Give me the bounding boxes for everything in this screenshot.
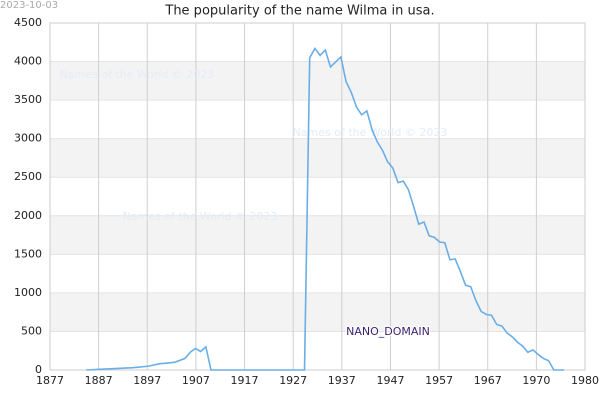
x-tick-label: 1947 <box>376 374 404 387</box>
x-tick-label: 1917 <box>231 374 259 387</box>
y-tick-label: 0 <box>35 363 42 376</box>
y-tick-label: 3500 <box>14 93 42 106</box>
x-tick-label: 1980 <box>571 374 599 387</box>
chart-title: The popularity of the name Wilma in usa. <box>164 4 434 19</box>
y-tick-label: 4000 <box>14 55 42 68</box>
domain-label: NANO_DOMAIN <box>346 325 430 338</box>
x-tick-label: 1877 <box>36 374 64 387</box>
y-tick-label: 3000 <box>14 132 42 145</box>
data-line <box>86 46 565 371</box>
watermark: Names of the World © 2023 <box>60 68 215 81</box>
x-tick-label: 1970 <box>522 374 550 387</box>
x-tick-label: 1887 <box>85 374 113 387</box>
y-tick-label: 1500 <box>14 247 42 260</box>
watermark: Names of the World © 2023 <box>123 210 278 223</box>
x-tick-label: 1927 <box>279 374 307 387</box>
x-tick-label: 1897 <box>133 374 161 387</box>
x-tick-label: 1957 <box>425 374 453 387</box>
x-tick-label: 1907 <box>182 374 210 387</box>
y-tick-label: 500 <box>21 324 42 337</box>
y-tick-label: 2000 <box>14 209 42 222</box>
x-tick-label: 1967 <box>474 374 502 387</box>
y-tick-label: 1000 <box>14 286 42 299</box>
x-tick-label: 1937 <box>328 374 356 387</box>
watermark: Names of the World © 2023 <box>293 126 448 139</box>
grid-band <box>50 215 585 255</box>
plot-border <box>49 22 586 371</box>
y-tick-label: 4500 <box>14 16 42 29</box>
grid-band <box>50 292 585 332</box>
grid-band <box>50 61 585 101</box>
grid-band <box>50 138 585 178</box>
date-stamp: 2023-10-03 <box>0 0 58 11</box>
y-tick-label: 2500 <box>14 170 42 183</box>
